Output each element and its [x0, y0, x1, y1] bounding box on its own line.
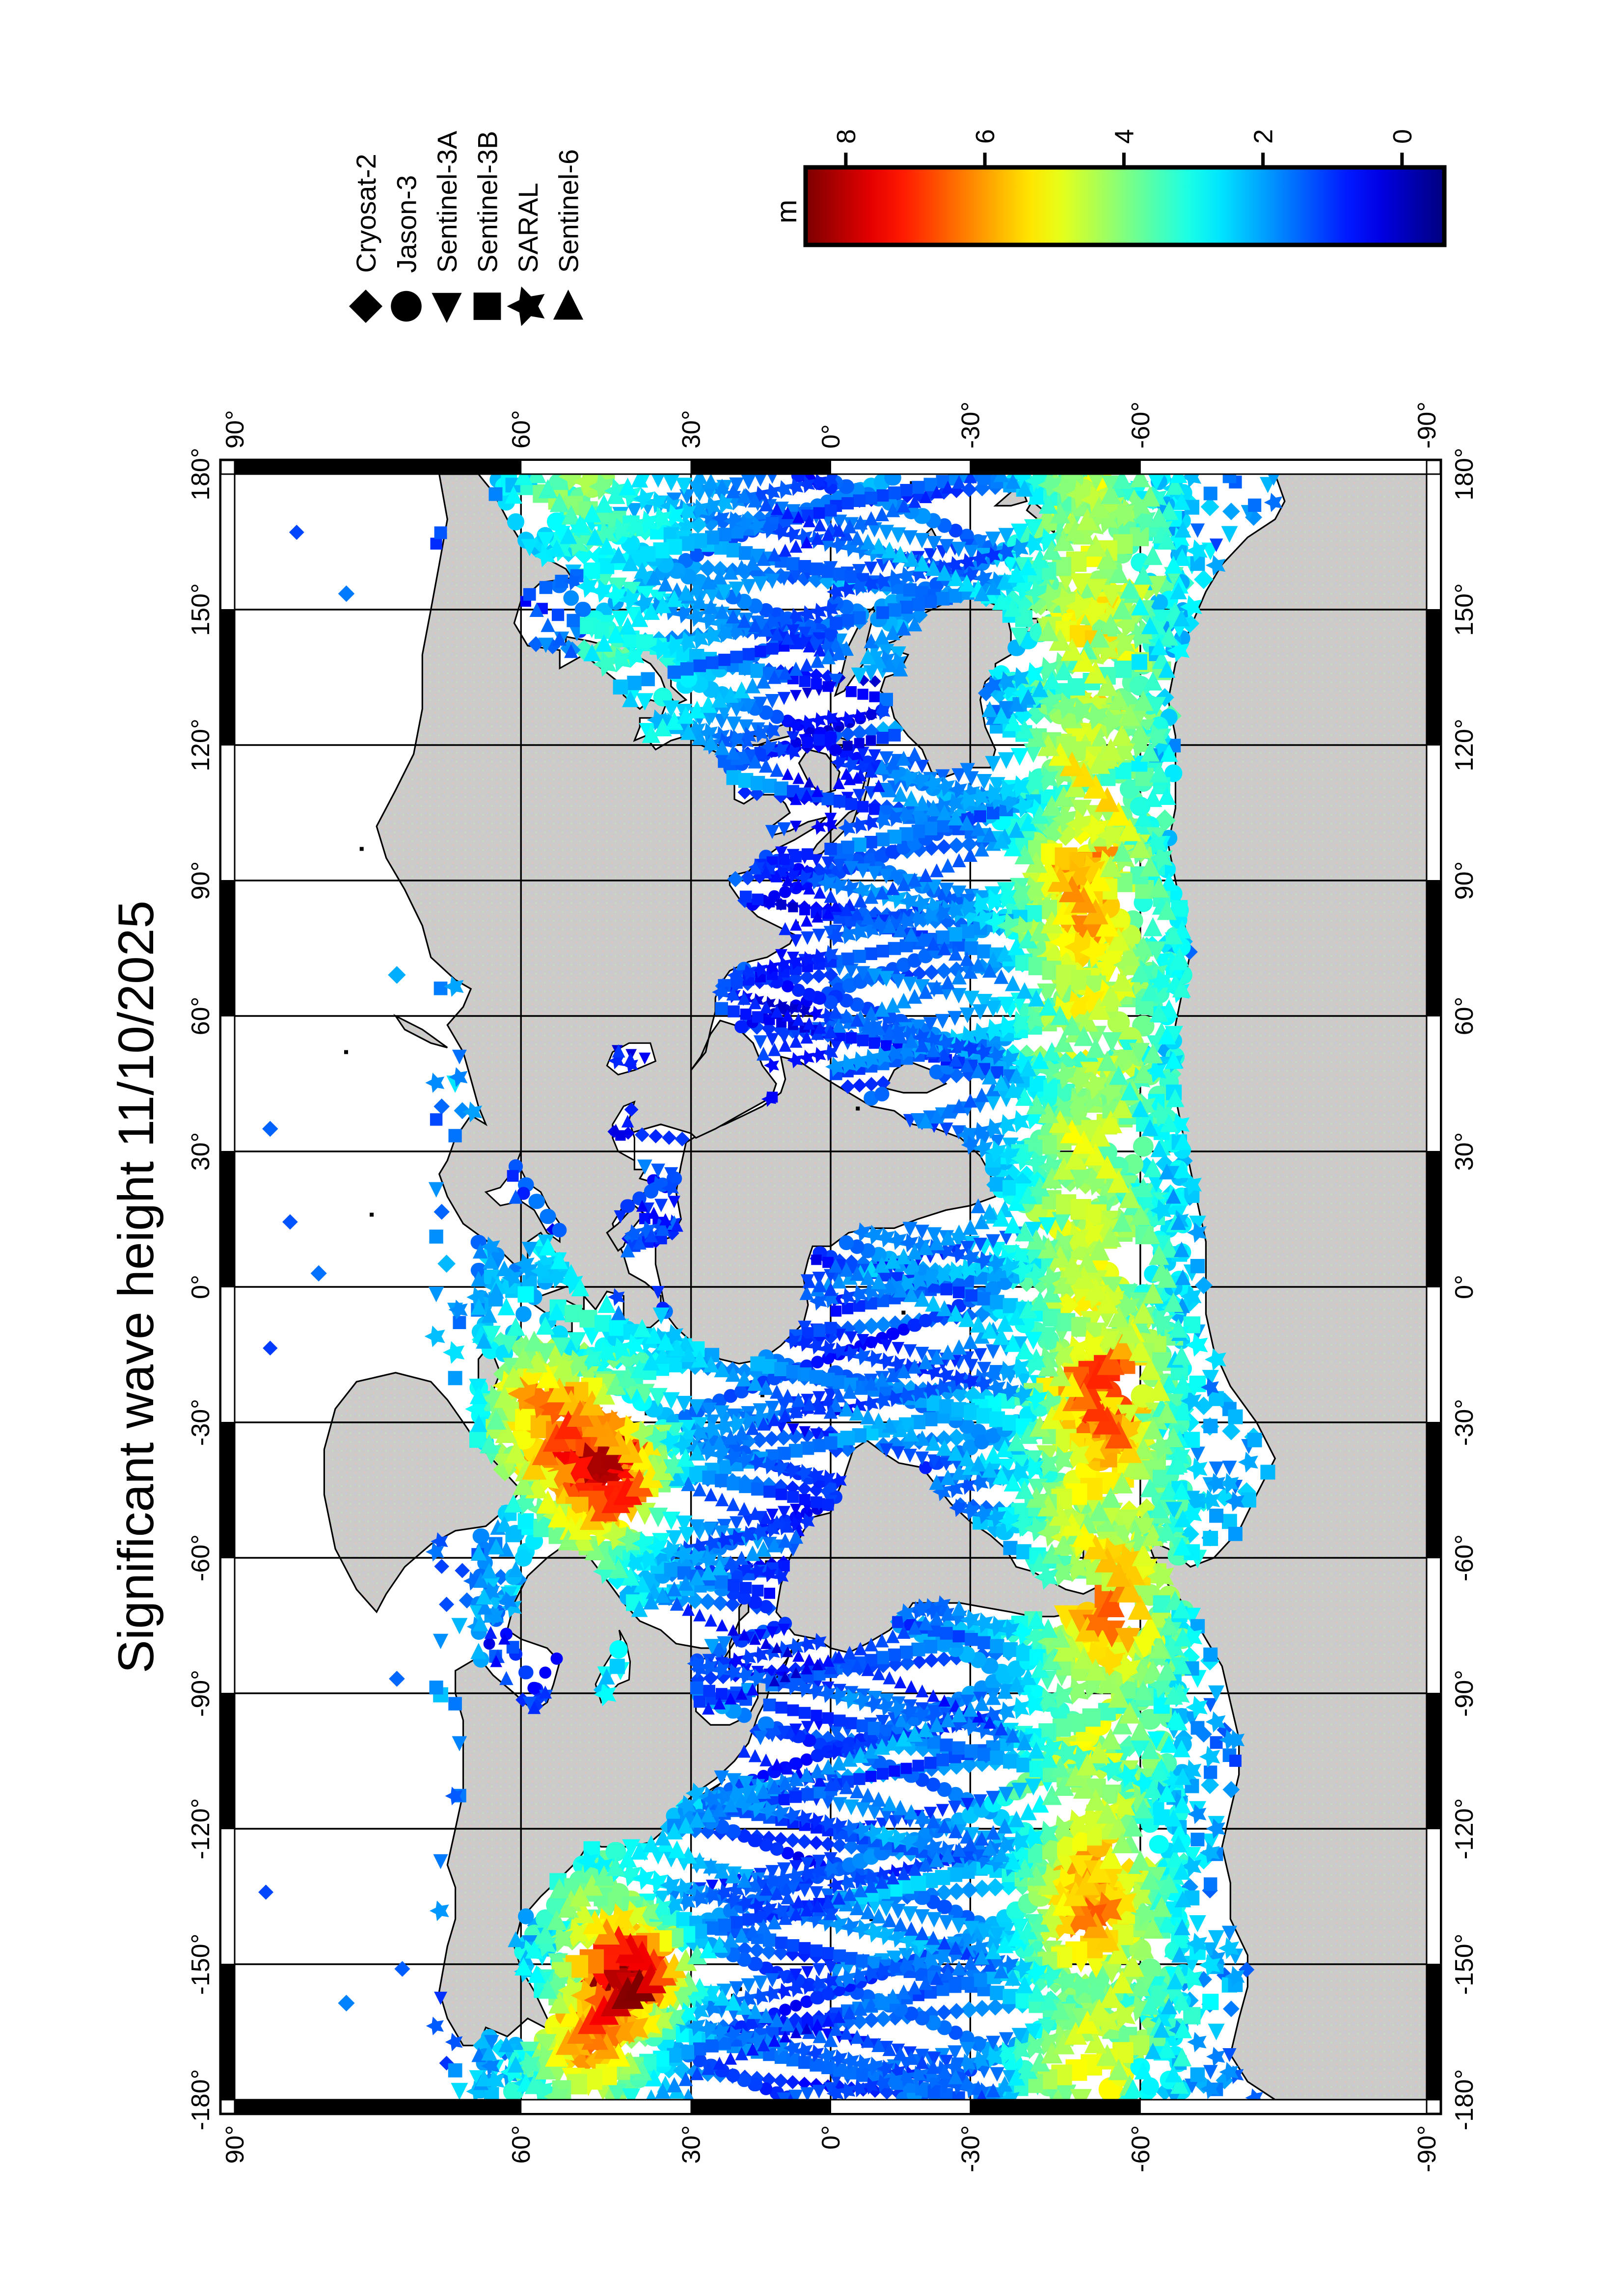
lat-label-left-90°: 90°: [221, 2125, 249, 2164]
square-icon: [473, 293, 501, 320]
legend-label-cryosat-2: Cryosat-2: [351, 154, 381, 273]
lon-label-top-120°: 120°: [187, 719, 215, 772]
lon-label-top--180°: -180°: [187, 2069, 215, 2131]
lon-label-bottom--90°: -90°: [1450, 1670, 1479, 1717]
legend-label-jason-3: Jason-3: [391, 175, 422, 273]
legend-item-cryosat-2: Cryosat-2: [349, 154, 382, 323]
circle-icon: [391, 291, 422, 322]
lon-label-bottom-120°: 120°: [1450, 719, 1479, 772]
colorbar-tick-label-6: 6: [971, 129, 1000, 144]
legend-item-sentinel-3a: Sentinel-3A: [432, 131, 462, 323]
colorbar-tick-label-4: 4: [1109, 129, 1139, 144]
island-speck: [856, 1106, 860, 1111]
legend: Cryosat-2 Jason-3 Sentinel-3A Sentinel-3B SA…: [349, 131, 584, 326]
triangle-right-icon: [553, 290, 584, 320]
lon-label-top-150°: 150°: [187, 583, 215, 636]
lat-label-left-30°: 30°: [677, 2125, 706, 2164]
lat-label-right-30°: 30°: [677, 410, 706, 449]
legend-item-jason-3: Jason-3: [391, 175, 422, 322]
landmass-eurasia: [376, 473, 829, 1329]
lat-label-left--30°: -30°: [956, 2125, 985, 2172]
lat-label-left-60°: 60°: [507, 2125, 536, 2164]
colorbar-unit-label: m: [771, 200, 803, 223]
lon-label-bottom--120°: -120°: [1450, 1798, 1479, 1860]
lat-label-left--90°: -90°: [1413, 2125, 1441, 2172]
legend-item-sentinel-6: Sentinel-6: [553, 149, 584, 320]
lon-label-bottom--180°: -180°: [1450, 2069, 1479, 2131]
colorbar-tick-label-0: 0: [1388, 129, 1417, 144]
lon-label-bottom-180°: 180°: [1450, 448, 1479, 501]
lat-label-right-90°: 90°: [221, 410, 249, 449]
lon-label-top--30°: -30°: [187, 1399, 215, 1446]
lat-label-left-0°: 0°: [817, 2125, 845, 2150]
diamond-icon: [349, 290, 382, 323]
colorbar-border: [803, 165, 1447, 247]
lon-label-top--90°: -90°: [187, 1670, 215, 1717]
island-speck: [901, 1310, 906, 1315]
lon-label-top-180°: 180°: [187, 448, 215, 501]
island-speck: [370, 1212, 374, 1217]
landmass-novaya_zemlya: [393, 1014, 448, 1048]
axis-labels: -180° -180° -150° -150° -120° -120° -90° -90° -6…: [187, 401, 1479, 2172]
lon-label-top--150°: -150°: [187, 1934, 215, 1995]
lon-label-top--120°: -120°: [187, 1798, 215, 1860]
colorbar: m 8 6 4 2 0: [771, 129, 1447, 247]
lat-label-right--30°: -30°: [956, 401, 985, 449]
colorbar-gradient: [808, 169, 1442, 243]
lon-label-bottom-90°: 90°: [1450, 861, 1479, 900]
lat-label-right-0°: 0°: [817, 424, 845, 449]
lon-label-top-90°: 90°: [187, 861, 215, 900]
legend-label-sentinel-6: Sentinel-6: [553, 149, 584, 273]
legend-label-sentinel-3a: Sentinel-3A: [432, 131, 462, 273]
colorbar-tick-label-8: 8: [832, 129, 861, 144]
lon-label-top--60°: -60°: [187, 1534, 215, 1581]
lon-label-bottom--30°: -30°: [1450, 1399, 1479, 1446]
lon-label-top-30°: 30°: [187, 1132, 215, 1171]
lon-label-bottom-0°: 0°: [1450, 1275, 1479, 1299]
lon-label-bottom--60°: -60°: [1450, 1534, 1479, 1581]
lon-label-top-60°: 60°: [187, 997, 215, 1036]
island-speck: [344, 1050, 348, 1054]
lon-label-bottom--150°: -150°: [1450, 1934, 1479, 1995]
colorbar-tick-label-2: 2: [1249, 129, 1278, 144]
legend-item-sentinel-3b: Sentinel-3B: [472, 131, 503, 320]
triangle-left-icon: [432, 293, 462, 323]
track-symbols-layer: [258, 475, 1283, 2099]
lat-label-right-60°: 60°: [507, 410, 536, 449]
island-speck: [359, 847, 364, 851]
lat-label-right--60°: -60°: [1127, 401, 1155, 449]
lat-label-left--60°: -60°: [1127, 2125, 1155, 2172]
lon-label-bottom-60°: 60°: [1450, 997, 1479, 1036]
page-title: Significant wave height 11/10/2025: [108, 901, 164, 1674]
star-icon: [507, 286, 545, 326]
legend-item-saral: SARAL: [507, 183, 545, 326]
map-frame: [219, 458, 1442, 2115]
lon-label-bottom-30°: 30°: [1450, 1132, 1479, 1171]
legend-label-saral: SARAL: [513, 183, 543, 273]
landmass-greenland: [323, 1372, 522, 1614]
lon-label-top-0°: 0°: [187, 1275, 215, 1299]
lat-label-right--90°: -90°: [1413, 401, 1441, 449]
lon-label-bottom-150°: 150°: [1450, 583, 1479, 636]
legend-label-sentinel-3b: Sentinel-3B: [472, 131, 503, 273]
